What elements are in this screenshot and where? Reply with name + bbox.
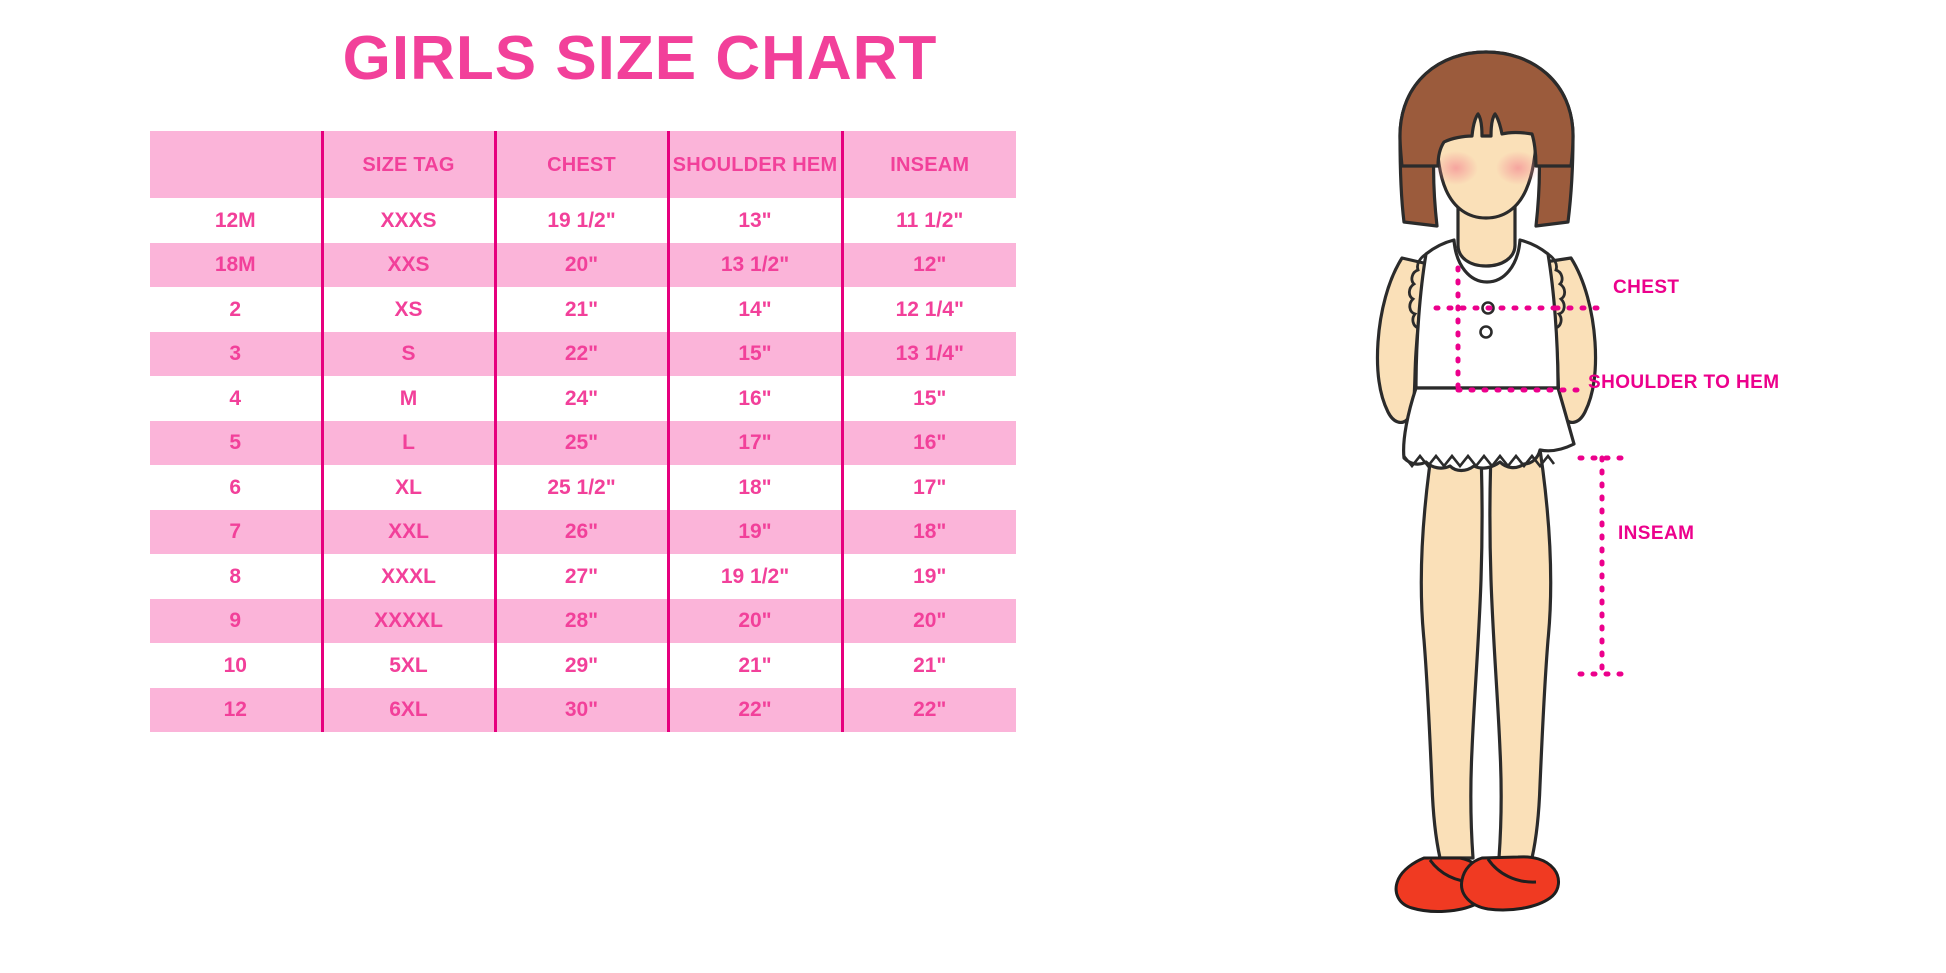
cell-size: 4 <box>150 376 322 421</box>
measurement-label-chest: CHEST <box>1613 277 1680 298</box>
cell-shoulder-hem: 18" <box>666 465 842 510</box>
cell-inseam: 17" <box>840 465 1016 510</box>
cell-chest: 26" <box>493 509 668 554</box>
cell-size-tag: 6XL <box>320 687 495 732</box>
cheek-right <box>1496 151 1540 185</box>
cell-inseam: 18" <box>840 509 1016 554</box>
cell-chest: 19 1/2" <box>493 198 668 243</box>
table-row: 2 XS 21" 14" 12 1/4" <box>150 287 1016 332</box>
table-row: 7 XXL 26" 19" 18" <box>150 509 1016 554</box>
cell-inseam: 22" <box>840 687 1016 732</box>
cell-size: 3 <box>150 331 322 376</box>
cell-size-tag: XXXXL <box>320 598 495 643</box>
cell-shoulder-hem: 19" <box>666 509 842 554</box>
column-header-chest: CHEST <box>493 131 668 198</box>
size-chart-table: SIZE TAG CHEST SHOULDER HEM INSEAM 12M X… <box>150 131 1016 732</box>
size-chart-table-container: SIZE TAG CHEST SHOULDER HEM INSEAM 12M X… <box>150 131 1016 732</box>
cell-size-tag: XXS <box>320 242 495 287</box>
table-row: 12M XXXS 19 1/2" 13" 11 1/2" <box>150 198 1016 243</box>
cell-shoulder-hem: 20" <box>666 598 842 643</box>
cell-size: 2 <box>150 287 322 332</box>
cell-size: 10 <box>150 643 322 688</box>
cell-size: 12 <box>150 687 322 732</box>
cell-size: 12M <box>150 198 322 243</box>
cell-shoulder-hem: 19 1/2" <box>666 554 842 599</box>
cell-size-tag: L <box>320 420 495 465</box>
cell-inseam: 12 1/4" <box>840 287 1016 332</box>
cell-size-tag: M <box>320 376 495 421</box>
column-header-inseam: INSEAM <box>840 131 1016 198</box>
cell-size-tag: XXXL <box>320 554 495 599</box>
cell-shoulder-hem: 22" <box>666 687 842 732</box>
hair-fringe <box>1398 50 1575 168</box>
cell-shoulder-hem: 13 1/2" <box>666 242 842 287</box>
cell-size-tag: XL <box>320 465 495 510</box>
cell-inseam: 21" <box>840 643 1016 688</box>
cell-shoulder-hem: 13" <box>666 198 842 243</box>
cheek-left <box>1434 151 1478 185</box>
cell-chest: 25" <box>493 420 668 465</box>
table-row: 5 L 25" 17" 16" <box>150 420 1016 465</box>
table-header-row: SIZE TAG CHEST SHOULDER HEM INSEAM <box>150 131 1016 198</box>
cell-inseam: 20" <box>840 598 1016 643</box>
cell-size: 6 <box>150 465 322 510</box>
cell-inseam: 11 1/2" <box>840 198 1016 243</box>
table-row: 12 6XL 30" 22" 22" <box>150 687 1016 732</box>
blouse <box>1407 238 1567 390</box>
shoes-group <box>1394 855 1560 913</box>
cell-chest: 20" <box>493 242 668 287</box>
legs-group <box>1419 428 1553 860</box>
column-header-size <box>150 131 322 198</box>
cell-size-tag: S <box>320 331 495 376</box>
table-row: 9 XXXXL 28" 20" 20" <box>150 598 1016 643</box>
girl-figure-illustration <box>1340 40 1720 920</box>
table-row: 8 XXXL 27" 19 1/2" 19" <box>150 554 1016 599</box>
cell-chest: 30" <box>493 687 668 732</box>
cell-chest: 27" <box>493 554 668 599</box>
column-header-size-tag: SIZE TAG <box>320 131 495 198</box>
page-title: GIRLS SIZE CHART <box>342 24 938 93</box>
cell-size: 18M <box>150 242 322 287</box>
cell-shoulder-hem: 21" <box>666 643 842 688</box>
cell-shoulder-hem: 14" <box>666 287 842 332</box>
cell-size: 7 <box>150 509 322 554</box>
cell-inseam: 15" <box>840 376 1016 421</box>
cell-chest: 21" <box>493 287 668 332</box>
cell-chest: 22" <box>493 331 668 376</box>
cell-size: 9 <box>150 598 322 643</box>
table-row: 4 M 24" 16" 15" <box>150 376 1016 421</box>
table-row: 18M XXS 20" 13 1/2" 12" <box>150 242 1016 287</box>
button-lower <box>1479 325 1493 339</box>
table-row: 3 S 22" 15" 13 1/4" <box>150 331 1016 376</box>
cell-shoulder-hem: 15" <box>666 331 842 376</box>
cell-size: 5 <box>150 420 322 465</box>
cell-chest: 29" <box>493 643 668 688</box>
measurement-guides <box>1433 265 1627 677</box>
cell-size-tag: 5XL <box>320 643 495 688</box>
cell-chest: 25 1/2" <box>493 465 668 510</box>
cell-size-tag: XXXS <box>320 198 495 243</box>
table-row: 6 XL 25 1/2" 18" 17" <box>150 465 1016 510</box>
measurement-label-inseam: INSEAM <box>1618 523 1695 544</box>
skirt <box>1402 386 1576 473</box>
column-header-shoulder-hem: SHOULDER HEM <box>666 131 842 198</box>
cell-inseam: 13 1/4" <box>840 331 1016 376</box>
cell-size-tag: XS <box>320 287 495 332</box>
cell-inseam: 12" <box>840 242 1016 287</box>
cell-inseam: 16" <box>840 420 1016 465</box>
cell-shoulder-hem: 17" <box>666 420 842 465</box>
cell-size-tag: XXL <box>320 509 495 554</box>
cell-chest: 24" <box>493 376 668 421</box>
cell-chest: 28" <box>493 598 668 643</box>
table-row: 10 5XL 29" 21" 21" <box>150 643 1016 688</box>
cell-inseam: 19" <box>840 554 1016 599</box>
cell-size: 8 <box>150 554 322 599</box>
measurement-label-shoulder-to-hem: SHOULDER TO HEM <box>1588 372 1780 393</box>
cell-shoulder-hem: 16" <box>666 376 842 421</box>
